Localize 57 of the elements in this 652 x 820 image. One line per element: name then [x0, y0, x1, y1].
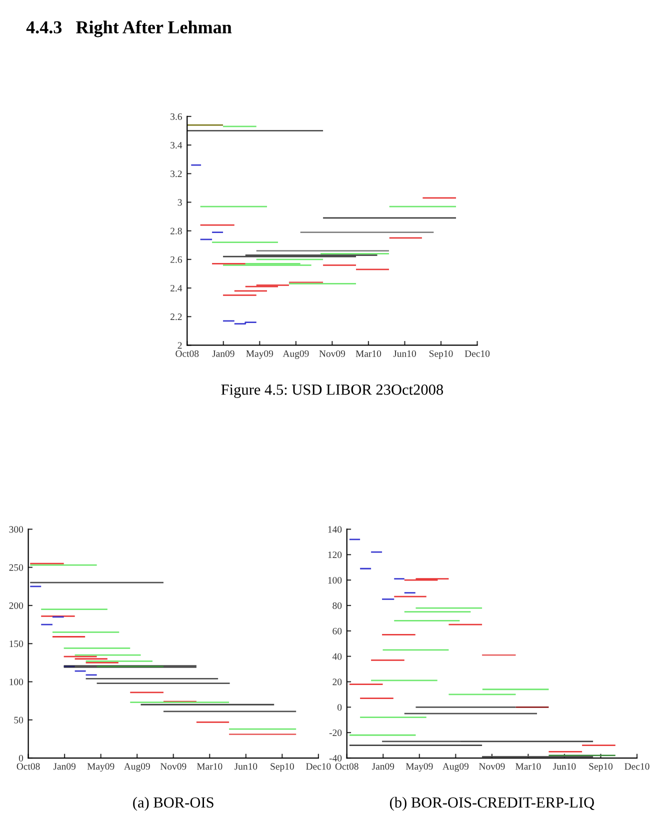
- x-tick-label: Mar10: [516, 763, 541, 770]
- x-tick-label: Nov09: [160, 763, 186, 770]
- text: (a) BOR-OIS: [133, 796, 214, 811]
- x-tick-label: Aug09: [442, 763, 468, 772]
- x-tick-label: Aug09: [282, 350, 309, 359]
- x-tick-label: Sep10: [270, 763, 294, 772]
- x-tick-label: Oct08: [335, 763, 358, 770]
- y-tick-label: 3: [178, 199, 182, 206]
- x-tick-label: Aug09: [124, 763, 150, 772]
- text: (b) BOR-OIS-CREDIT-ERP-LIQ: [390, 796, 594, 811]
- y-tick-label: 3.2: [170, 170, 182, 178]
- y-tick-label: 100: [328, 576, 342, 584]
- y-tick-label: 60: [332, 628, 342, 634]
- x-tick-label: Oct08: [16, 763, 40, 770]
- y-tick-label: 100: [10, 678, 24, 686]
- y-tick-label: 250: [9, 564, 24, 571]
- x-tick-label: Jan09: [53, 763, 76, 770]
- x-tick-label: Dec10: [464, 350, 490, 357]
- y-tick-label: 40: [332, 653, 342, 660]
- y-tick-label: 300: [9, 526, 24, 533]
- y-tick-label: 200: [9, 602, 24, 609]
- y-tick-label: 2: [178, 342, 182, 349]
- y-tick-label: 80: [332, 602, 342, 609]
- x-tick-label: Mar10: [196, 763, 222, 770]
- x-tick-label: Jun10: [234, 763, 258, 770]
- x-tick-label: May09: [87, 763, 114, 772]
- x-tick-label: May09: [246, 350, 274, 359]
- y-tick-label: 3.6: [170, 113, 182, 120]
- y-tick-label: 2.4: [170, 284, 182, 292]
- y-tick-label: 150: [10, 640, 24, 648]
- y-tick-label: 50: [14, 716, 24, 724]
- y-tick-label: 2.6: [170, 256, 182, 263]
- y-tick-label: 2.8: [170, 228, 182, 234]
- y-tick-label: -20: [329, 729, 342, 736]
- x-tick-label: May09: [406, 763, 433, 772]
- x-tick-label: Sep10: [429, 350, 453, 359]
- x-tick-label: Mar10: [356, 350, 382, 357]
- x-tick-label: Nov09: [478, 763, 505, 770]
- y-tick-label: 0: [18, 754, 24, 762]
- x-tick-label: Nov09: [319, 350, 346, 357]
- text: 4.4.3 Right After Lehman: [26, 20, 232, 38]
- y-tick-label: 140: [328, 526, 342, 533]
- x-tick-label: Jan09: [212, 350, 234, 357]
- y-tick-label: 0: [338, 704, 342, 711]
- y-tick-label: -40: [329, 754, 342, 762]
- y-tick-label: 20: [332, 678, 342, 686]
- x-tick-label: Dec10: [624, 763, 650, 770]
- x-tick-label: Jun10: [393, 350, 416, 357]
- y-tick-label: 120: [328, 552, 342, 558]
- text: Figure 4.5: USD LIBOR 23Oct2008: [221, 384, 444, 398]
- x-tick-label: Jan09: [372, 763, 394, 770]
- y-tick-label: 2.2: [170, 314, 182, 320]
- x-tick-label: Oct08: [176, 350, 199, 357]
- x-tick-label: Sep10: [589, 763, 613, 772]
- x-tick-label: Dec10: [306, 763, 331, 770]
- y-tick-label: 3.4: [170, 142, 182, 149]
- x-tick-label: Jun10: [553, 763, 576, 770]
